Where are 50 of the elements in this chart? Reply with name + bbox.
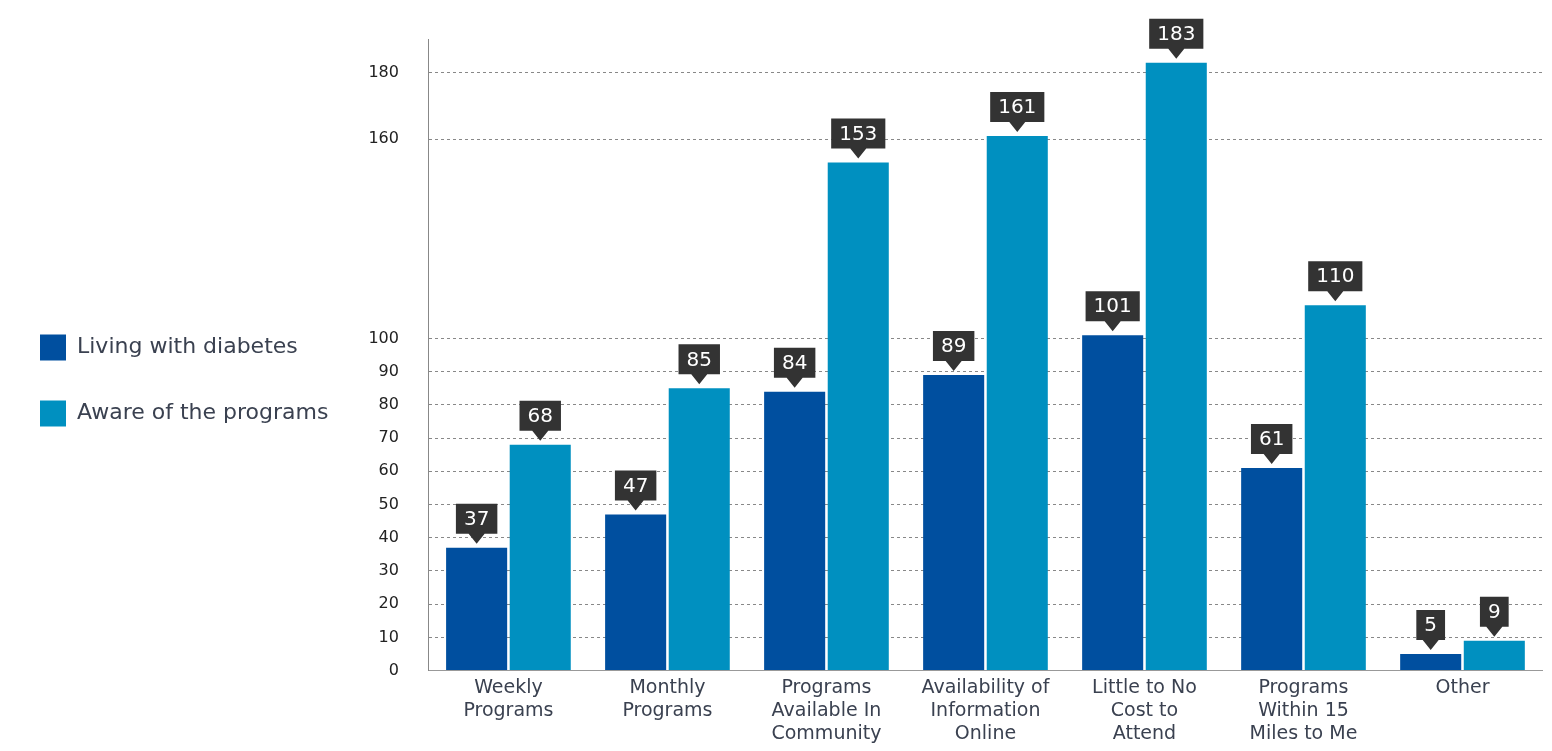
bar [1463, 640, 1525, 671]
y-tick-label: 20 [378, 593, 399, 613]
y-tick-label: 50 [378, 493, 399, 513]
legend-label: Aware of the programs [77, 399, 329, 425]
x-tick-label: Availability of Information Online [921, 674, 1051, 743]
bar [986, 135, 1048, 671]
x-tick-label: Monthly Programs [622, 674, 713, 720]
data-label: 85 [686, 346, 712, 371]
y-tick-label: 40 [378, 526, 399, 546]
data-label: 61 [1258, 426, 1285, 451]
bar [764, 391, 826, 671]
bar [923, 375, 985, 671]
x-tick-label: Weekly Programs [463, 674, 554, 720]
bar [1304, 305, 1366, 671]
data-label: 153 [839, 120, 878, 145]
y-tick-label: 180 [368, 61, 399, 81]
bar [827, 162, 889, 671]
y-tick-label: 30 [378, 560, 399, 580]
bar [605, 514, 667, 671]
data-label: 161 [998, 94, 1037, 119]
bar [1241, 468, 1303, 671]
data-label: 110 [1316, 263, 1355, 288]
y-tick-label: 10 [378, 626, 399, 646]
y-tick-label: 60 [378, 460, 399, 480]
data-label: 101 [1093, 293, 1132, 318]
y-tick-label: 80 [378, 394, 399, 414]
data-label: 5 [1424, 612, 1438, 637]
y-tick-label: 100 [368, 327, 399, 347]
y-tick-label: 160 [368, 128, 399, 148]
bar [1145, 62, 1207, 671]
x-tick-label: Programs Available In Community [771, 674, 882, 743]
bar [668, 388, 730, 671]
data-label: 37 [463, 505, 490, 530]
data-label: 84 [781, 349, 808, 374]
bar [1082, 335, 1144, 671]
x-tick-label: Programs Within 15 Miles to Me [1249, 674, 1358, 743]
bar [1400, 654, 1462, 671]
x-tick-label: Little to No Cost to Attend [1092, 674, 1197, 743]
bar [509, 444, 571, 671]
data-label: 47 [622, 472, 649, 497]
y-tick-label: 90 [378, 360, 399, 380]
data-label: 183 [1157, 21, 1196, 46]
bar [446, 547, 508, 671]
data-label: 9 [1487, 598, 1501, 623]
y-tick-label: 0 [388, 659, 399, 679]
legend-label: Living with diabetes [77, 333, 298, 359]
data-label: 89 [940, 333, 967, 358]
y-tick-label: 70 [378, 427, 399, 447]
x-tick-label: Other [1435, 674, 1490, 697]
data-label: 68 [527, 402, 553, 427]
